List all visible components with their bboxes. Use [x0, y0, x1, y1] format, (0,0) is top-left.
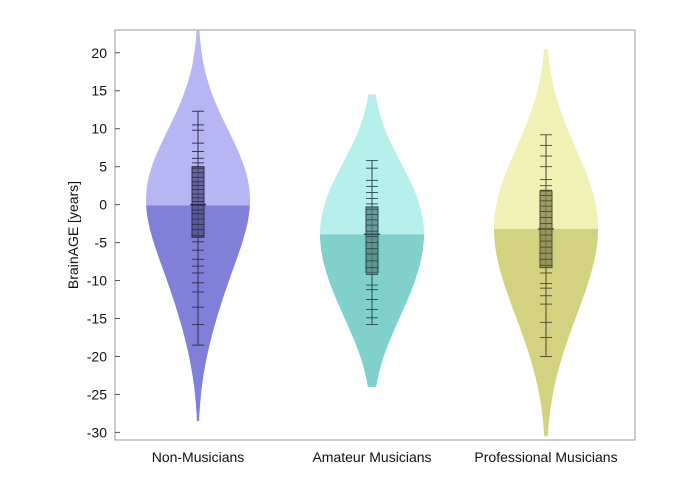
y-axis: 20 15 10 5 0 -5 -10 -15 -20 -25 -30: [87, 45, 120, 440]
y-tick-label: -20: [87, 348, 107, 364]
plot-frame: [114, 29, 636, 441]
violin-2: [320, 94, 424, 387]
y-axis-label: BrainAGE [years]: [65, 181, 81, 289]
y-tick-label: 10: [91, 121, 107, 137]
x-tick-label: Professional Musicians: [474, 449, 617, 465]
y-tick-label: 15: [91, 83, 107, 99]
y-tick-label: -5: [95, 235, 108, 251]
y-tick-label: 20: [91, 45, 107, 61]
y-tick-label: -15: [87, 311, 107, 327]
violin-3: [494, 49, 598, 437]
y-tick-label: 5: [99, 159, 107, 175]
y-tick-label: -30: [87, 424, 107, 440]
y-tick-label: 0: [99, 197, 107, 213]
y-tick-label: -25: [87, 386, 107, 402]
violin-1: [146, 30, 250, 421]
x-tick-label: Non-Musicians: [152, 449, 245, 465]
plot-area: [114, 29, 636, 441]
x-axis: Non-Musicians Amateur Musicians Profession…: [152, 449, 618, 465]
x-tick-label: Amateur Musicians: [312, 449, 431, 465]
iqr-box: [365, 206, 379, 274]
y-tick-label: -10: [87, 273, 107, 289]
violins-layer: [146, 30, 598, 437]
